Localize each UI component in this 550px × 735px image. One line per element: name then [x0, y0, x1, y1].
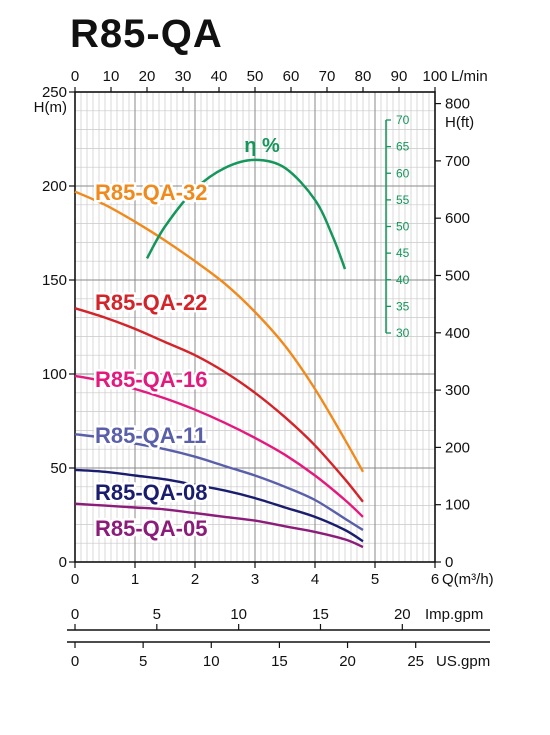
top-tick-label: 50: [247, 68, 264, 85]
efficiency-tick-label: 35: [396, 299, 410, 313]
x-tick-label: 6: [431, 571, 439, 588]
curve-r85-qa-16: [74, 374, 364, 518]
us-tick-label: 5: [139, 653, 147, 670]
top-tick-label: 60: [283, 68, 300, 85]
curve-label-halo: R85-QA-05: [95, 516, 207, 541]
right-tick-label: 200: [445, 439, 470, 456]
top-tick-label: 20: [139, 68, 156, 85]
curve-r85-qa-11: [74, 433, 364, 532]
top-axis-label: L/min: [451, 68, 488, 85]
top-tick-label: 30: [175, 68, 192, 85]
top-tick-label: 70: [319, 68, 336, 85]
y-tick-label: 250: [42, 84, 67, 101]
y-axis-label: H(m): [34, 99, 67, 116]
us-tick-label: 25: [407, 653, 424, 670]
right-tick-label: 500: [445, 267, 470, 284]
right-tick-label: 0: [445, 554, 453, 571]
curve-label-r85-qa-05: R85-QA-05: [95, 516, 207, 541]
x-tick-label: 4: [311, 571, 319, 588]
right-tick-label: 600: [445, 210, 470, 227]
efficiency-curve: [145, 158, 347, 270]
x-tick-label: 2: [191, 571, 199, 588]
x-tick-label: 1: [131, 571, 139, 588]
efficiency-tick-label: 60: [396, 166, 410, 180]
imp-tick-label: 20: [394, 606, 411, 623]
curve-label-r85-qa-11: R85-QA-11: [95, 423, 206, 448]
curve-label-halo: R85-QA-22: [95, 290, 207, 315]
us-axis-label: US.gpm: [436, 653, 490, 670]
curve-label-r85-qa-32: R85-QA-32: [95, 180, 207, 205]
top-tick-label: 80: [355, 68, 372, 85]
curve-label-halo: R85-QA-16: [95, 367, 207, 392]
us-tick-label: 10: [203, 653, 220, 670]
top-tick-label: 10: [103, 68, 120, 85]
curve-r85-qa-05: [74, 502, 364, 549]
efficiency-tick-label: 30: [396, 326, 410, 340]
right-axis-label: H(ft): [445, 114, 474, 131]
right-tick-label: 300: [445, 382, 470, 399]
grid-major: [75, 92, 435, 562]
efficiency-tick-label: 55: [396, 193, 410, 207]
efficiency-tick-label: 50: [396, 220, 410, 234]
curve-label-halo: R85-QA-11: [95, 423, 206, 448]
top-tick-label: 90: [391, 68, 408, 85]
efficiency-tick-label: 70: [396, 113, 410, 127]
efficiency-tick-label: 65: [396, 140, 410, 154]
curve-label-halo: R85-QA-08: [95, 480, 207, 505]
curve-r85-qa-22: [74, 307, 364, 503]
efficiency-curve-label: η %: [244, 135, 280, 157]
x-tick-label: 3: [251, 571, 259, 588]
chart-title: R85-QA: [70, 12, 223, 56]
top-tick-label: 40: [211, 68, 228, 85]
y-tick-label: 150: [42, 272, 67, 289]
right-tick-label: 700: [445, 153, 470, 170]
imp-tick-label: 10: [230, 606, 247, 623]
us-tick-label: 20: [339, 653, 356, 670]
bottom-flow-scales: 0 5 10 15 20 Imp.gpm 0 5 10 15 20 25 US.gpm: [67, 606, 490, 670]
x-tick-label: 5: [371, 571, 379, 588]
axes: [69, 87, 441, 568]
efficiency-axis: 30 35 40 45 50 55 60 65 70: [385, 113, 410, 340]
curve-r85-qa-08: [74, 468, 364, 543]
curve-r85-qa-32: [74, 190, 365, 473]
efficiency-tick-label: 40: [396, 273, 410, 287]
y-tick-label: 100: [42, 366, 67, 383]
imp-axis-label: Imp.gpm: [425, 606, 483, 623]
y-tick-label: 0: [59, 554, 67, 571]
right-tick-label: 800: [445, 96, 470, 113]
performance-curves: [74, 158, 365, 549]
imp-tick-label: 5: [153, 606, 161, 623]
us-tick-label: 0: [71, 653, 79, 670]
y-tick-label: 50: [50, 460, 67, 477]
curve-label-r85-qa-22: R85-QA-22: [95, 290, 207, 315]
right-tick-label: 100: [445, 497, 470, 514]
top-tick-label: 100: [422, 68, 447, 85]
x-tick-label: 0: [71, 571, 79, 588]
curve-labels: R85-QA-32R85-QA-32R85-QA-22R85-QA-22R85-…: [93, 135, 280, 544]
imp-tick-label: 15: [312, 606, 329, 623]
x-axis-label: Q(m³/h): [442, 571, 494, 588]
us-tick-label: 15: [271, 653, 288, 670]
y-tick-label: 200: [42, 178, 67, 195]
curve-label-r85-qa-16: R85-QA-16: [95, 367, 207, 392]
right-tick-label: 400: [445, 325, 470, 342]
efficiency-tick-label: 45: [396, 246, 410, 260]
curve-label-halo: R85-QA-32: [95, 180, 207, 205]
top-tick-label: 0: [71, 68, 79, 85]
curve-label-r85-qa-08: R85-QA-08: [95, 480, 207, 505]
imp-tick-label: 0: [71, 606, 79, 623]
